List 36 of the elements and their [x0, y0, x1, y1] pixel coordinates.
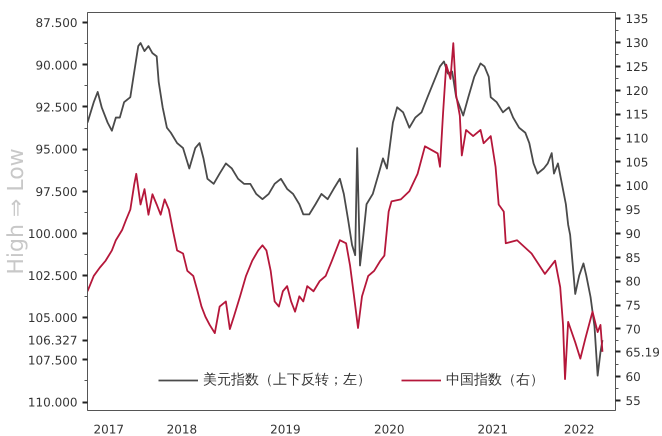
x-tick-label: 2018 [166, 422, 198, 436]
y-tick-label: 106.327 [28, 334, 78, 348]
y-tick-label: 97.500 [36, 184, 78, 199]
y2-tick-label: 70 [626, 322, 641, 336]
y-tick-label: 105.000 [28, 311, 78, 326]
y2-tick-label: 65.19 [626, 345, 660, 360]
x-tick-label: 2022 [564, 422, 594, 436]
y2-tick-label: 100 [626, 179, 648, 194]
x-tick-label: 2020 [374, 422, 404, 436]
x-tick-label: 2019 [270, 422, 301, 436]
y-tick-label: 110.000 [28, 396, 78, 410]
y-tick-label: 90.000 [36, 58, 78, 72]
y-tick-label: 107.500 [28, 353, 78, 368]
y2-tick-label: 135 [626, 12, 648, 26]
y-tick-label: 87.500 [36, 16, 78, 30]
y2-tick-label: 75 [626, 298, 641, 313]
y2-tick-label: 95 [626, 203, 641, 218]
y2-tick-label: 105 [626, 155, 648, 170]
y-tick-label: 100.000 [28, 226, 78, 241]
y-tick-label: 95.000 [36, 142, 78, 157]
y2-tick-label: 55 [626, 394, 641, 408]
x-tick-label: 2021 [477, 422, 508, 436]
x-tick-label: 2017 [94, 422, 124, 436]
y-tick-label: 102.500 [28, 269, 78, 284]
legend-label: 中国指数（右） [446, 371, 544, 389]
y2-tick-label: 115 [626, 108, 648, 122]
y2-tick-label: 60 [626, 370, 641, 384]
y2-tick-label: 85 [626, 250, 641, 265]
y2-tick-label: 90 [626, 226, 641, 241]
y-tick-label: 92.500 [36, 100, 78, 114]
y2-tick-label: 125 [626, 60, 648, 74]
y2-tick-label: 80 [626, 274, 641, 289]
y2-tick-label: 110 [626, 132, 648, 146]
y2-tick-label: 120 [626, 84, 648, 98]
legend-label: 美元指数（上下反转；左） [203, 371, 371, 389]
y2-tick-label: 130 [626, 36, 648, 50]
